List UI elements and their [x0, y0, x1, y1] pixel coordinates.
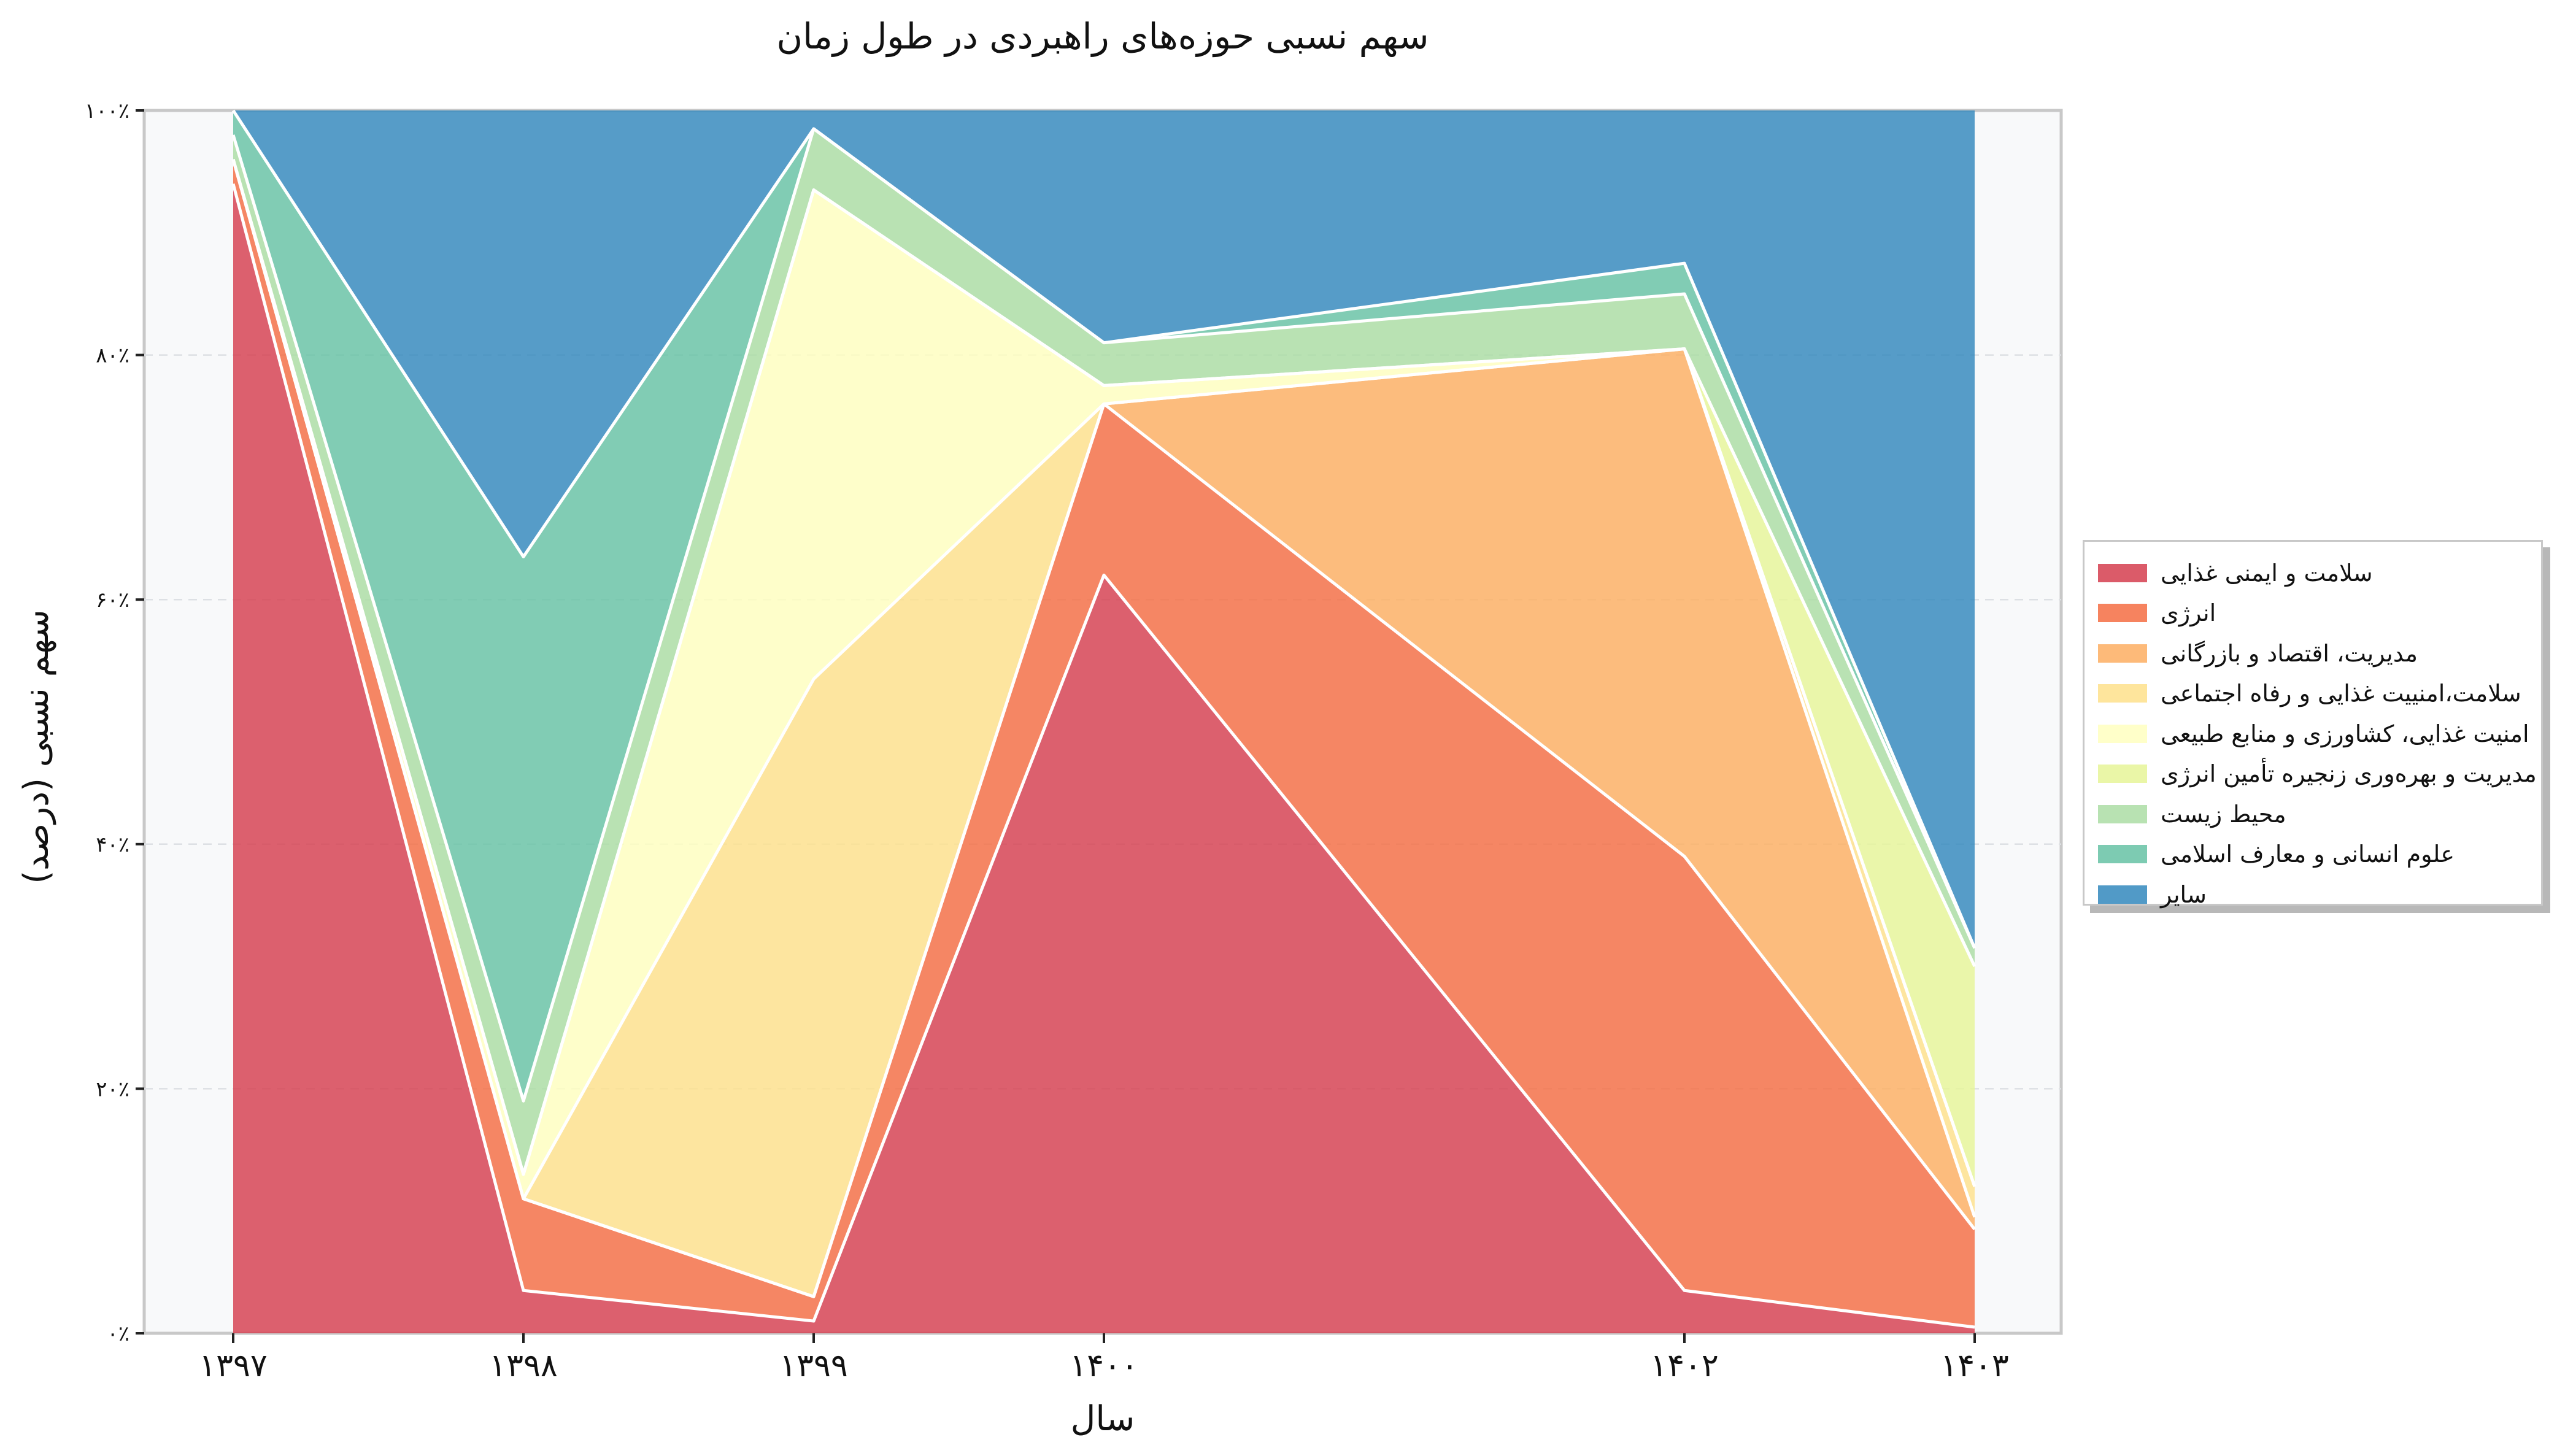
- legend-item: انرژی: [2093, 593, 2532, 634]
- legend-label: مدیریت، اقتصاد و بازرگانی: [2161, 639, 2418, 667]
- y-tick-label: ۱۰۰٪: [85, 99, 129, 123]
- y-tick-label: ۴۰٪: [96, 833, 129, 857]
- legend-swatch: [2098, 765, 2147, 784]
- x-tick-label: ۱۳۹۸: [489, 1347, 558, 1384]
- legend-item: علوم انسانی و معارف اسلامی: [2093, 834, 2532, 875]
- area-series-9: [233, 110, 1975, 949]
- legend-item: مدیریت و بهره‌وری زنجیره تأمین انرژی: [2093, 754, 2537, 795]
- legend-swatch: [2098, 604, 2147, 623]
- legend-label: سلامت و ایمنی غذایی: [2161, 559, 2373, 587]
- legend-swatch: [2098, 644, 2147, 663]
- legend-swatch: [2098, 845, 2147, 864]
- legend-label: امنیت غذایی، کشاورزی و منابع طبیعی: [2161, 720, 2529, 747]
- y-tick-label: ۰٪: [107, 1322, 129, 1346]
- axes: ۰٪ ۲۰٪ ۴۰٪ ۶۰٪ ۸۰٪ ۱۰۰٪ ۱۳۹۷ ۱۳۹۸ ۱۳۹۹ ۱۴۰۰ ۱۴۰۲ ۱۴…: [85, 99, 2009, 1384]
- y-axis-label: سهم نسبی (درصد): [17, 609, 56, 884]
- legend-item: سلامت،امنییت غذایی و رفاه اجتماعی: [2093, 674, 2532, 714]
- legend-item: سلامت و ایمنی غذایی: [2093, 553, 2532, 593]
- y-tick-label: ۶۰٪: [96, 588, 129, 612]
- x-tick-label: ۱۴۰۳: [1940, 1347, 2009, 1384]
- area-series-3: [233, 159, 1975, 1297]
- area-series-8: [233, 110, 1975, 1101]
- area-series-4: [233, 159, 1975, 1297]
- legend-swatch: [2098, 724, 2147, 743]
- area-series-1: [233, 183, 1975, 1334]
- legend-swatch: [2098, 563, 2147, 582]
- chart-title: سهم نسبی حوزه‌های راهبردی در طول زمان: [776, 15, 1429, 57]
- legend-item: محیط زیست: [2093, 794, 2532, 834]
- legend-label: سلامت،امنییت غذایی و رفاه اجتماعی: [2161, 680, 2521, 707]
- legend-label: انرژی: [2161, 599, 2216, 627]
- area-series-2: [233, 159, 1975, 1328]
- x-tick-label: ۱۴۰۰: [1070, 1347, 1138, 1384]
- area-boundary-1: [231, 183, 1975, 1329]
- legend-label: مدیریت و بهره‌وری زنجیره تأمین انرژی: [2161, 760, 2537, 788]
- legend-swatch: [2098, 885, 2147, 904]
- legend: سلامت و ایمنی غذایی انرژی مدیریت، اقتصاد و…: [2083, 540, 2543, 908]
- legend-swatch: [2098, 804, 2147, 823]
- y-tick-label: ۲۰٪: [96, 1077, 129, 1101]
- stacked-areas: [233, 110, 1975, 1334]
- legend-item: امنیت غذایی، کشاورزی و منابع طبیعی: [2093, 714, 2532, 754]
- y-tick-label: ۸۰٪: [96, 344, 129, 368]
- x-axis-label: سال: [1070, 1399, 1135, 1439]
- legend-label: علوم انسانی و معارف اسلامی: [2161, 841, 2455, 868]
- area-boundary-6: [231, 159, 1977, 1176]
- legend-label: سایر: [2161, 880, 2207, 908]
- x-tick-label: ۱۳۹۹: [779, 1347, 848, 1384]
- legend-item: مدیریت، اقتصاد و بازرگانی: [2093, 633, 2532, 674]
- area-boundary-8: [231, 109, 1977, 949]
- area-boundaries: [231, 109, 1977, 1329]
- legend-swatch: [2098, 684, 2147, 703]
- x-tick-label: ۱۳۹۷: [199, 1347, 268, 1384]
- legend-label: محیط زیست: [2161, 800, 2286, 828]
- legend-item: سایر: [2093, 874, 2532, 915]
- x-tick-label: ۱۴۰۲: [1650, 1347, 1719, 1384]
